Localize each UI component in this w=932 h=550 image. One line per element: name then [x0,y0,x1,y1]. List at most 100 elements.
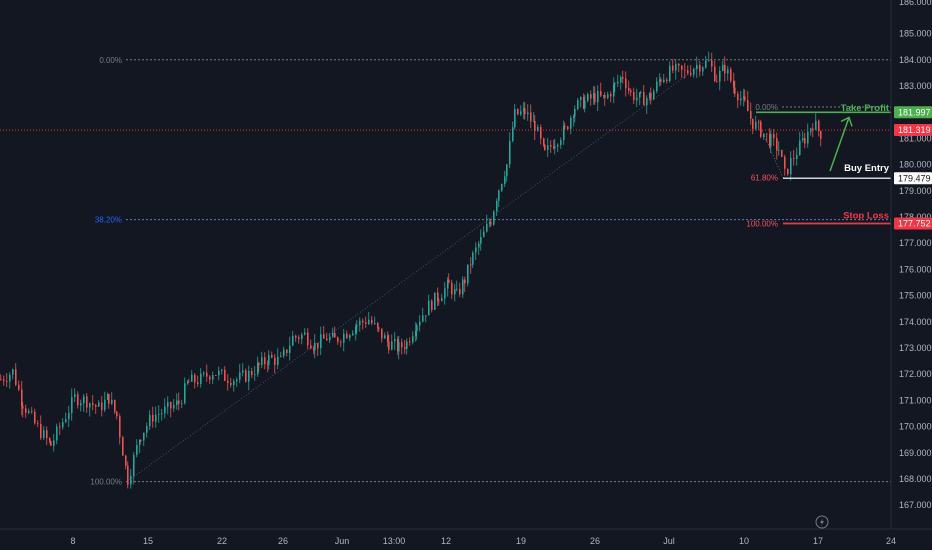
candle-body [448,279,450,283]
candle-body [620,77,622,82]
annotation-label: Stop Loss [843,210,889,221]
candle-body [553,146,555,149]
candle-body [233,381,235,385]
price-badge-label: 179.479 [898,173,931,183]
price-badge-label: 177.752 [898,218,931,228]
candle-body [523,108,525,112]
x-axis[interactable]: 8 15 22 26 Jun 13:00 12 19 26 Jul 10 17 24 [70,536,896,546]
candle-body [152,414,154,422]
candle-body [763,133,765,137]
candle-body [781,149,783,157]
candle-body [544,145,546,150]
candle-body [428,300,430,316]
x-tick-label: 13:00 [383,536,406,546]
candle-body [394,339,396,342]
lightning-icon[interactable] [815,515,829,529]
candle-body [796,154,798,159]
candle-body [49,438,51,442]
candle-body [467,264,469,284]
y-tick-label: 172.000 [899,369,932,379]
candle-body [489,222,491,224]
candle-body [693,69,695,75]
candle-body [62,422,64,428]
candle-body [412,336,414,343]
candle-body [368,319,370,325]
candle-body [173,405,175,409]
candle-body [547,145,549,150]
candle-body [633,92,635,101]
candle-body [512,127,514,142]
candle-body [164,406,166,414]
candle-body [221,369,223,371]
price-badge [894,106,932,119]
candle-body [236,379,238,382]
candle-body [557,145,559,147]
candle-body [630,90,632,93]
candle-body [89,403,91,408]
target-arrow-shaft [829,117,850,172]
candle-body [104,399,106,411]
candle-body [820,131,822,139]
candle-body [332,333,334,337]
candle-body [419,321,421,326]
candle-body [111,399,113,404]
y-tick-label: 183.000 [899,81,932,91]
candle-body [628,88,630,91]
candle-body [258,362,260,366]
fib2-level-label: 100.00% [746,220,778,229]
candle-body [699,64,701,72]
y-tick-label: 174.000 [899,317,932,327]
candle-body [614,83,616,85]
candle-body [86,396,88,408]
x-tick-label: Jun [335,536,350,546]
candle-body [597,91,599,103]
candle-body [750,111,752,119]
candle-body [580,97,582,100]
candle-body [401,342,403,348]
candle-body [187,381,189,384]
candle-body [143,432,145,441]
candle-body [554,146,556,149]
candle-body [286,349,288,354]
candle-body [304,332,306,335]
candle-body [22,406,24,409]
candle-body [107,394,109,400]
x-tick-label: 26 [278,536,288,546]
y-tick-label: 169.000 [899,448,932,458]
candle-body [486,223,488,232]
candle-body [184,383,186,404]
candle-body [747,99,749,112]
x-tick-label: Jul [663,536,675,546]
candle-body [239,372,241,380]
price-badge [894,124,932,137]
candle-body [384,335,386,339]
candle-body [9,374,11,382]
candle-body [714,66,716,82]
candle-body [812,128,814,130]
x-tick-label: 26 [590,536,600,546]
candle-body [133,455,135,476]
fib-level-label: 100.00% [90,478,122,487]
candle-body [34,411,36,424]
candle-body [230,382,232,385]
candle-body [80,403,82,406]
y-tick-label: 185.000 [899,29,932,39]
candle-body [773,134,775,139]
candle-body [130,475,132,485]
fib2-level-label: 61.80% [751,174,778,183]
candle-body [116,411,118,417]
candle-body [570,117,572,129]
candle-body [459,288,461,295]
x-tick-label: 10 [739,536,749,546]
candle-body [21,389,23,407]
candle-body [12,369,14,375]
candle-body [155,414,157,422]
candle-body [573,116,575,118]
candle-body [422,315,424,322]
candle-body [356,324,358,327]
candle-body [716,81,718,82]
candle-body [295,335,297,338]
candle-body [702,67,704,72]
candle-body [584,100,586,109]
